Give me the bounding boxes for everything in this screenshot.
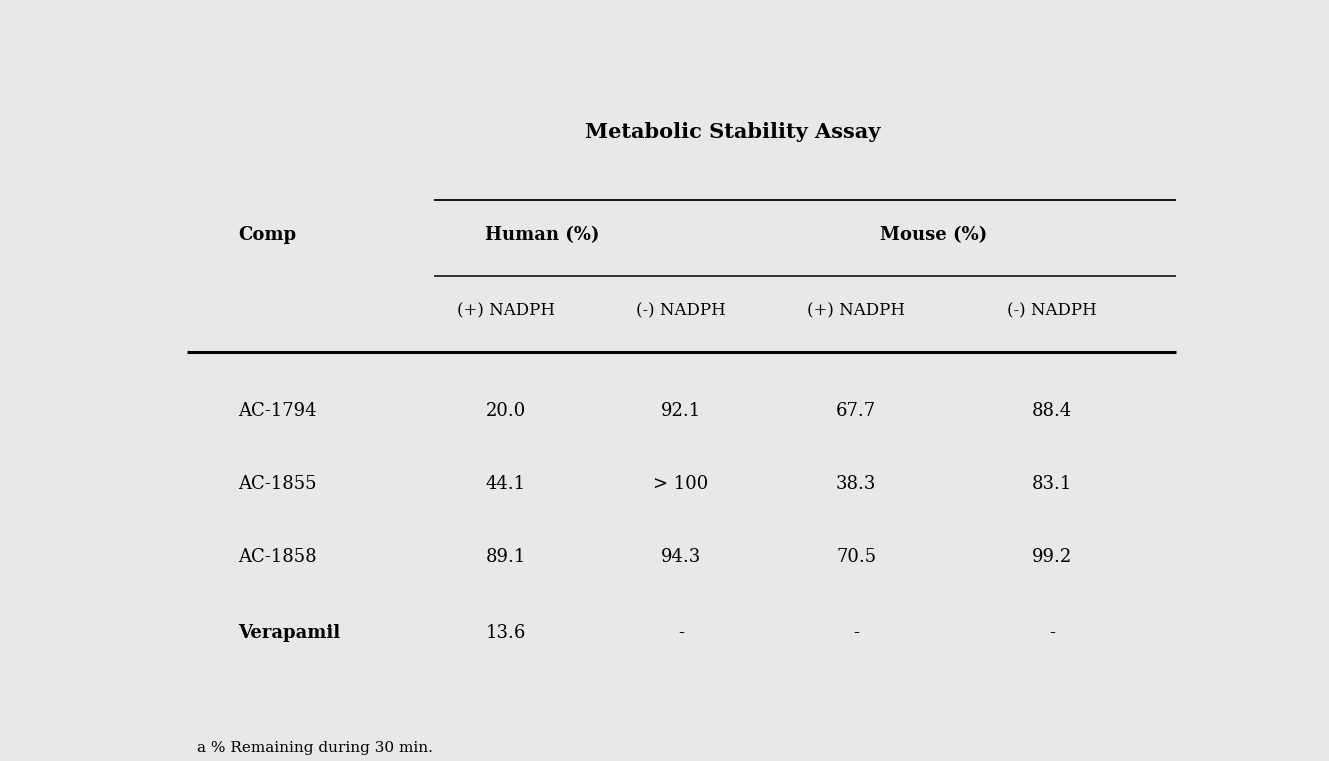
Text: 92.1: 92.1 [661,402,702,419]
Text: a % Remaining during 30 min.: a % Remaining during 30 min. [197,740,433,755]
Text: 83.1: 83.1 [1031,475,1073,493]
Text: 38.3: 38.3 [836,475,876,493]
Text: (+) NADPH: (+) NADPH [807,303,905,320]
Text: 88.4: 88.4 [1031,402,1073,419]
Text: -: - [678,624,684,642]
Text: 20.0: 20.0 [486,402,526,419]
Text: Comp: Comp [238,226,296,244]
Text: 67.7: 67.7 [836,402,876,419]
Text: 99.2: 99.2 [1031,548,1073,566]
Text: (-) NADPH: (-) NADPH [637,303,726,320]
Text: 94.3: 94.3 [661,548,702,566]
Text: -: - [1049,624,1055,642]
Text: AC-1794: AC-1794 [238,402,316,419]
Text: > 100: > 100 [654,475,708,493]
Text: 13.6: 13.6 [486,624,526,642]
Text: AC-1855: AC-1855 [238,475,316,493]
Text: Mouse (%): Mouse (%) [880,226,987,244]
Text: (-) NADPH: (-) NADPH [1007,303,1096,320]
Text: AC-1858: AC-1858 [238,548,316,566]
Text: -: - [853,624,860,642]
Text: 44.1: 44.1 [486,475,526,493]
Text: 89.1: 89.1 [486,548,526,566]
Text: Human (%): Human (%) [485,226,599,244]
Text: Metabolic Stability Assay: Metabolic Stability Assay [585,123,880,142]
Text: (+) NADPH: (+) NADPH [457,303,556,320]
Text: 70.5: 70.5 [836,548,876,566]
Text: Verapamil: Verapamil [238,624,340,642]
